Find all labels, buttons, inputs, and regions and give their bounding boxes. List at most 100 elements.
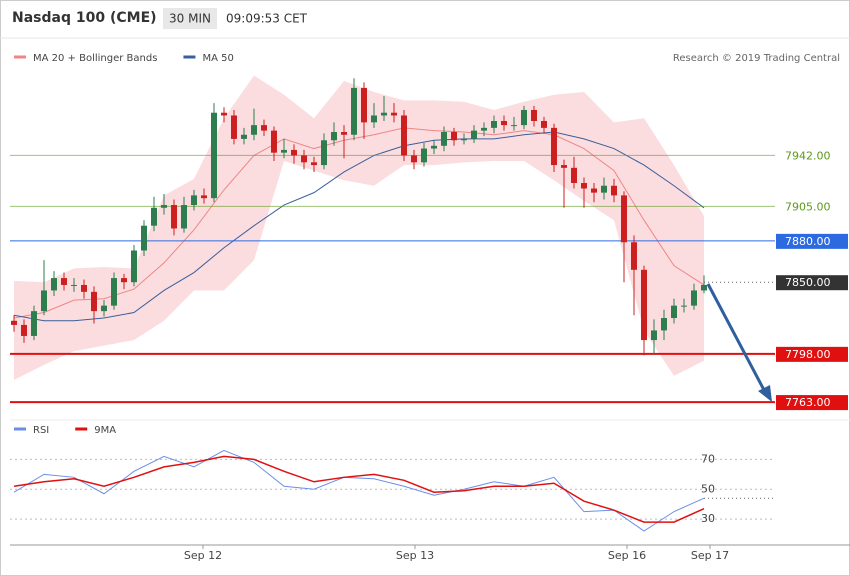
x-tick-label: Sep 12 [184, 549, 222, 562]
candle-body [411, 155, 417, 163]
candle-body [211, 112, 217, 199]
candle-body [601, 185, 607, 193]
candle-body [541, 120, 547, 128]
forecast-arrow [706, 283, 766, 391]
candle-body [181, 205, 187, 229]
candle-body [281, 149, 287, 153]
candle-body [371, 115, 377, 123]
forecast-arrowhead [758, 385, 772, 402]
legend-label: 9MA [94, 425, 116, 436]
candle-body [531, 109, 537, 121]
candle-body [81, 284, 87, 292]
candle-body [221, 112, 227, 116]
y-tick-label: 70 [701, 452, 715, 465]
candle-body [321, 140, 327, 166]
candle-body [141, 225, 147, 251]
level-box [776, 395, 848, 411]
x-tick-label: Sep 16 [608, 549, 646, 562]
candle-body [551, 127, 557, 166]
candle-body [381, 112, 387, 116]
candle-body [61, 278, 67, 285]
candle-body [521, 109, 527, 126]
candle-body [131, 250, 137, 283]
candle-body [161, 205, 167, 208]
candle-body [151, 207, 157, 226]
candle-body [291, 149, 297, 156]
candle-body [431, 145, 437, 149]
candle-body [391, 112, 397, 116]
candle-body [491, 120, 497, 128]
candle-body [341, 132, 347, 135]
candle-body [591, 188, 597, 193]
candle-body [201, 195, 207, 199]
candle-body [301, 155, 307, 163]
candle-body [91, 291, 97, 312]
y-tick-label: 30 [701, 512, 715, 525]
level-box [776, 346, 848, 362]
candle-body [451, 132, 457, 141]
candle-body [631, 242, 637, 270]
candle-body [621, 195, 627, 243]
x-tick-label: Sep 13 [396, 549, 434, 562]
level-box [776, 233, 848, 249]
interval-box [163, 8, 217, 29]
legend-label: RSI [33, 425, 49, 436]
title: Nasdaq 100 (CME) [12, 10, 157, 26]
candle-body [351, 87, 357, 135]
candle-body [661, 318, 667, 331]
candle-body [471, 130, 477, 139]
candle-body [41, 290, 47, 312]
level-box [776, 275, 848, 291]
level-label: 7880.00 [785, 235, 831, 248]
candle-body [311, 162, 317, 166]
candle-body [51, 278, 57, 291]
bollinger-band [14, 75, 704, 381]
candle-body [261, 125, 267, 131]
candle-body [671, 305, 677, 319]
level-label: 7905.00 [785, 200, 831, 213]
level-label: 7850.00 [785, 276, 831, 289]
credit: Research © 2019 Trading Central [673, 53, 840, 64]
candle-body [231, 115, 237, 139]
candle-body [481, 127, 487, 131]
candle-body [581, 182, 587, 189]
legend-label: MA 50 [202, 53, 233, 64]
interval: 30 MIN [169, 12, 211, 26]
moving-average [13, 131, 705, 322]
candle-body [71, 284, 77, 286]
candle-body [611, 185, 617, 196]
level-label: 7763.00 [785, 396, 831, 409]
candle-body [691, 290, 697, 306]
level-label: 7798.00 [785, 348, 831, 361]
candle-body [191, 195, 197, 206]
time: 09:09:53 CET [226, 12, 308, 26]
y-tick-label: 50 [701, 482, 715, 495]
candle-body [21, 324, 27, 336]
candle-body [651, 330, 657, 341]
candle-body [701, 284, 707, 291]
candle-body [511, 125, 517, 127]
candle-body [111, 278, 117, 306]
candle-body [681, 305, 687, 307]
candle-body [571, 167, 577, 183]
candle-body [31, 311, 37, 336]
candle-body [561, 165, 567, 168]
candle-body [251, 125, 257, 135]
candle-body [271, 130, 277, 153]
x-tick-label: Sep 17 [691, 549, 729, 562]
plot: 7942.00 7905.00 7880.00 7850.00 7798.00 7763.… [10, 53, 848, 562]
legend-label: MA 20 + Bollinger Bands [33, 53, 157, 64]
candle-body [241, 134, 247, 139]
moving-average [13, 127, 705, 319]
rsi-line [13, 455, 705, 523]
candle-body [11, 320, 17, 325]
rsi-line [13, 449, 705, 532]
candle-body [121, 278, 127, 283]
candle-body [331, 132, 337, 141]
candle-body [401, 115, 407, 156]
candle-body [361, 87, 367, 123]
candle-body [501, 120, 507, 126]
candle-body [171, 205, 177, 229]
level-label: 7942.00 [785, 149, 831, 162]
